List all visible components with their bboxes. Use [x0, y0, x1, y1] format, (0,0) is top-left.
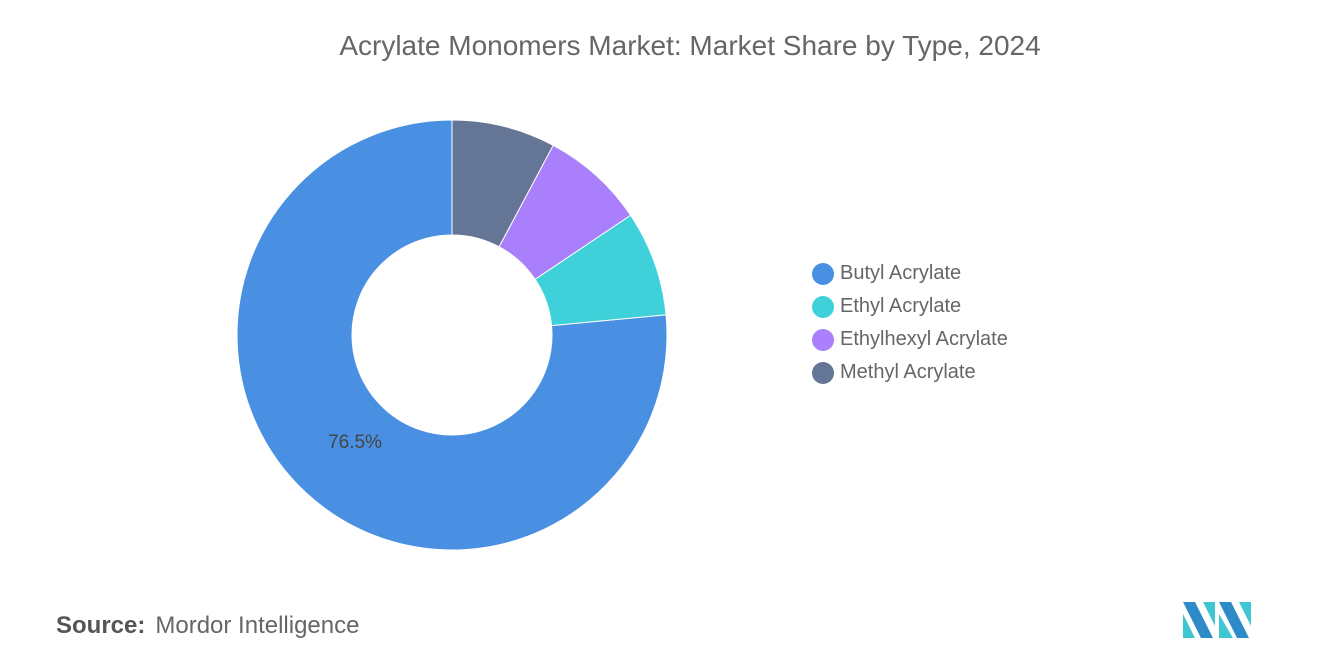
- legend-swatch: [812, 328, 834, 351]
- source-value: Mordor Intelligence: [155, 612, 360, 639]
- source-label: Source:: [56, 612, 146, 639]
- legend-label: Methyl Acrylate: [840, 361, 976, 383]
- legend-label: Butyl Acrylate: [840, 262, 962, 284]
- legend-swatch: [812, 262, 834, 285]
- legend-label: Ethylhexyl Acrylate: [840, 328, 1008, 350]
- legend-label: Ethyl Acrylate: [840, 295, 962, 317]
- mordor-logo: [1183, 602, 1251, 638]
- source-note: Source: Mordor Intelligence: [56, 612, 359, 640]
- legend-item: Ethyl Acrylate: [812, 290, 1008, 323]
- legend-swatch: [812, 361, 834, 384]
- slice-methyl-acrylate: [451, 119, 554, 248]
- legend-item: Butyl Acrylate: [812, 257, 1008, 290]
- chart-title: Acrylate Monomers Market: Market Share b…: [339, 30, 1041, 61]
- legend: Butyl Acrylate Ethyl Acrylate Ethylhexyl…: [812, 257, 1008, 389]
- slice-butyl-acrylate: [236, 119, 668, 551]
- legend-item: Ethylhexyl Acrylate: [812, 323, 1008, 356]
- legend-item: Methyl Acrylate: [812, 356, 1008, 389]
- legend-swatch: [812, 295, 834, 318]
- data-label: 76.5%: [328, 432, 382, 453]
